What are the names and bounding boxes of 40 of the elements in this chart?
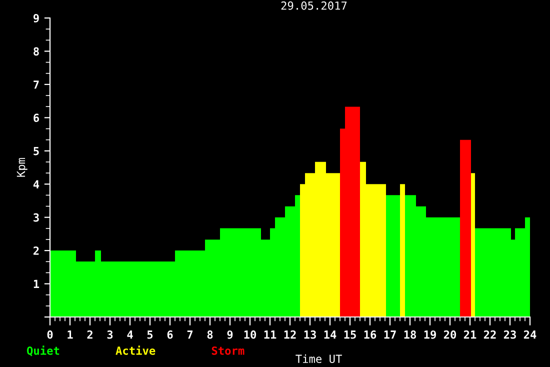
- text: Storm: [212, 346, 244, 355]
- x-tick-label: 3: [107, 330, 113, 339]
- x-tick-label: 22: [484, 330, 496, 339]
- y-tick-label: 3: [34, 213, 39, 222]
- x-tick-label: 12: [284, 330, 296, 339]
- y-tick-label: 1: [34, 280, 40, 288]
- x-tick-label: 7: [187, 330, 193, 339]
- y-tick-label: 2: [34, 246, 39, 255]
- x-tick-label: 11: [264, 330, 276, 339]
- y-tick-label: 5: [34, 147, 39, 156]
- x-tick-label: 14: [324, 330, 336, 339]
- x-tick-label: 4: [127, 330, 133, 339]
- x-tick-label: 10: [244, 330, 256, 339]
- x-tick-label: 15: [344, 330, 356, 339]
- y-tick-label: 7: [34, 80, 39, 89]
- x-tick-label: 16: [364, 330, 376, 339]
- x-tick-label: 0: [47, 330, 53, 339]
- y-tick-label: 9: [33, 14, 39, 22]
- x-tick-label: 17: [384, 330, 396, 339]
- y-tick-label: 8: [34, 47, 39, 56]
- text: Active: [116, 346, 156, 355]
- x-tick-label: 13: [304, 330, 316, 339]
- y-tick-label: 4: [33, 180, 40, 188]
- x-tick-label: 19: [424, 330, 436, 339]
- x-tick-label: 8: [207, 330, 213, 339]
- x-axis-title: Time UT: [296, 354, 342, 364]
- x-tick-label: 24: [524, 330, 536, 339]
- x-tick-label: 23: [504, 330, 516, 339]
- x-tick-label: 9: [227, 330, 233, 339]
- x-tick-label: 2: [87, 330, 92, 339]
- x-tick-label: 1: [68, 330, 73, 339]
- x-tick-label: 5: [147, 330, 153, 339]
- y-axis-title: Kpm: [16, 158, 28, 177]
- x-tick-label: 21: [464, 330, 476, 339]
- y-tick-label: 6: [34, 114, 39, 122]
- text: Quiet: [27, 346, 60, 356]
- chart-title: 29.05.2017: [281, 1, 347, 10]
- x-tick-label: 20: [444, 330, 456, 339]
- x-tick-label: 18: [404, 330, 416, 339]
- x-tick-label: 6: [167, 330, 173, 339]
